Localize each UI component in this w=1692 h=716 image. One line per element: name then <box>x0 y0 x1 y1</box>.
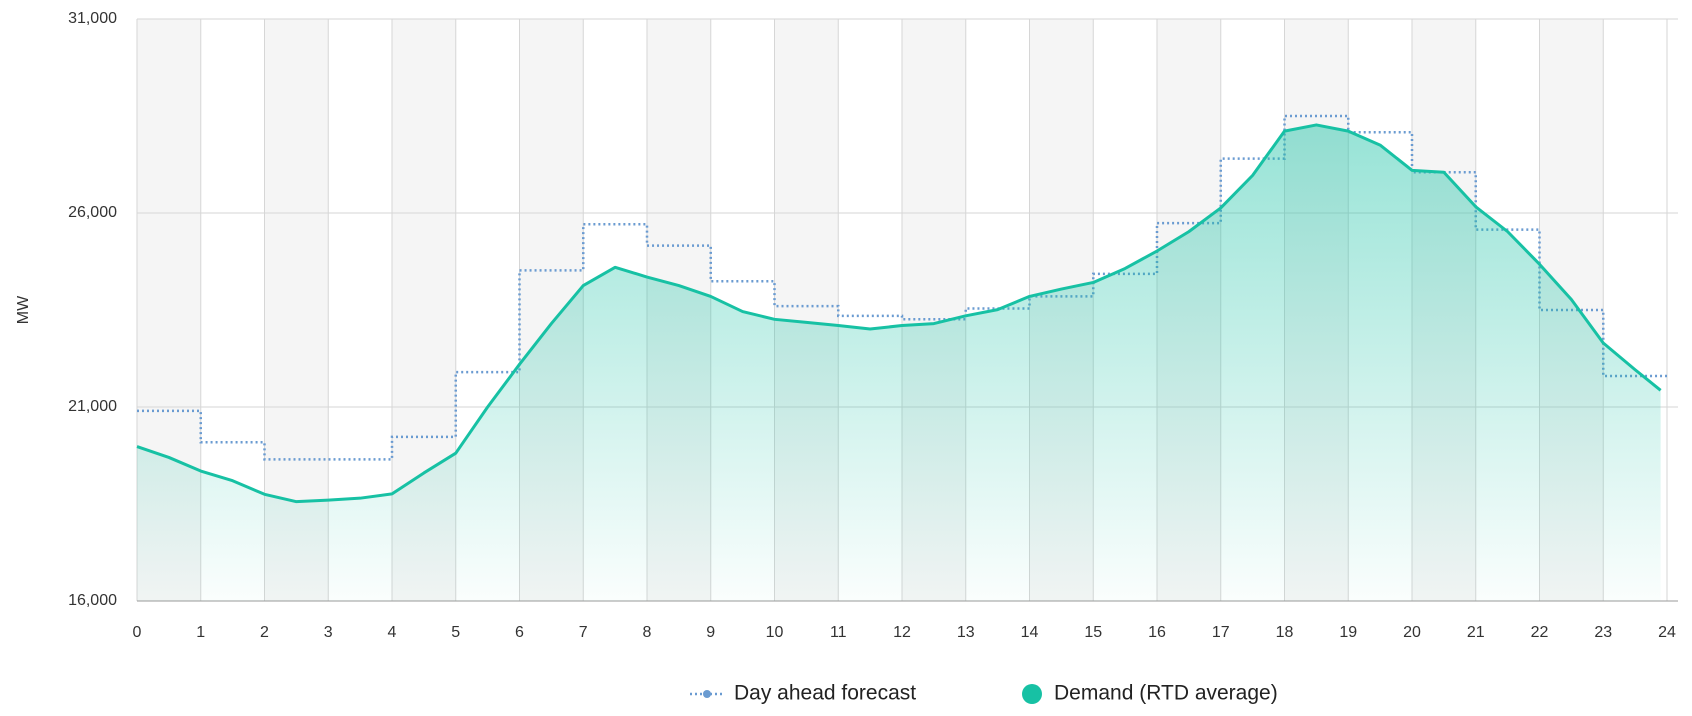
legend-label: Demand (RTD average) <box>1054 682 1278 705</box>
y-tick-label: 21,000 <box>68 398 117 415</box>
x-tick-label: 10 <box>766 624 784 641</box>
x-tick-label: 16 <box>1148 624 1166 641</box>
x-tick-label: 22 <box>1531 624 1549 641</box>
x-tick-label: 12 <box>893 624 911 641</box>
x-tick-label: 13 <box>957 624 975 641</box>
x-tick-label: 21 <box>1467 624 1485 641</box>
demand-area <box>137 124 1661 601</box>
legend-label: Day ahead forecast <box>734 682 916 705</box>
x-tick-label: 8 <box>643 624 652 641</box>
x-tick-label: 9 <box>706 624 715 641</box>
y-tick-label: 31,000 <box>68 10 117 27</box>
x-tick-label: 23 <box>1594 624 1612 641</box>
x-tick-label: 17 <box>1212 624 1230 641</box>
x-tick-label: 24 <box>1658 624 1676 641</box>
x-tick-label: 1 <box>196 624 205 641</box>
x-tick-label: 7 <box>579 624 588 641</box>
x-tick-label: 11 <box>830 624 847 641</box>
x-tick-label: 15 <box>1084 624 1102 641</box>
x-tick-label: 3 <box>324 624 333 641</box>
x-tick-label: 4 <box>388 624 397 641</box>
x-tick-label: 18 <box>1276 624 1294 641</box>
x-tick-label: 5 <box>451 624 460 641</box>
x-tick-label: 19 <box>1339 624 1357 641</box>
x-tick-label: 6 <box>515 624 524 641</box>
demand-line <box>136 123 1662 504</box>
x-tick-label: 0 <box>133 624 142 641</box>
legend-symbol <box>1022 684 1042 704</box>
forecast-line <box>137 114 1667 461</box>
y-tick-label: 16,000 <box>68 592 117 609</box>
x-tick-label: 20 <box>1403 624 1421 641</box>
legend-symbol <box>703 690 711 698</box>
y-axis-label: MW <box>15 295 32 324</box>
y-tick-label: 26,000 <box>68 204 117 221</box>
x-tick-label: 14 <box>1021 624 1039 641</box>
x-tick-label: 2 <box>260 624 269 641</box>
